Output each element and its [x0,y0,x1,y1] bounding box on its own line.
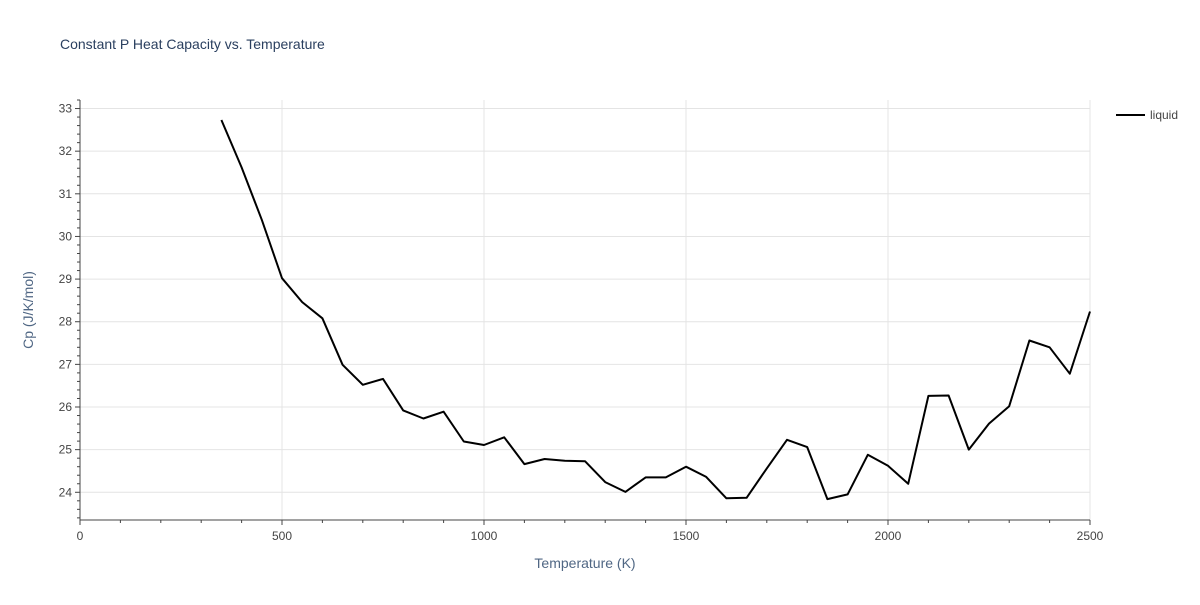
y-tick-label: 31 [59,187,73,201]
chart-title: Constant P Heat Capacity vs. Temperature [60,36,325,52]
y-tick-label: 27 [59,357,73,371]
y-axis-title: Cp (J/K/mol) [20,271,36,349]
plot-area [220,119,1091,501]
x-tick-label: 1500 [673,529,700,543]
legend-entry-label[interactable]: liquid [1150,108,1178,122]
y-tick-label: 25 [59,443,73,457]
x-tick-label: 2000 [875,529,902,543]
y-tick-label: 28 [59,315,73,329]
series-line-liquid [220,119,1091,501]
y-tick-label: 24 [59,485,73,499]
legend[interactable]: liquid [1116,108,1178,122]
y-tick-label: 30 [59,229,73,243]
y-tick-label: 32 [59,144,73,158]
x-tick-label: 1000 [471,529,498,543]
x-axis-title: Temperature (K) [534,555,635,571]
x-tick-label: 500 [272,529,292,543]
x-tick-label: 2500 [1077,529,1104,543]
y-tick-label: 29 [59,272,73,286]
grid-lines [80,100,1091,520]
x-tick-label: 0 [77,529,84,543]
axes: 24 25 26 27 28 29 30 31 32 33 0 500 1000 1500 2000 2500… [20,99,1104,571]
y-tick-label: 26 [59,400,73,414]
y-tick-label: 33 [59,102,73,116]
